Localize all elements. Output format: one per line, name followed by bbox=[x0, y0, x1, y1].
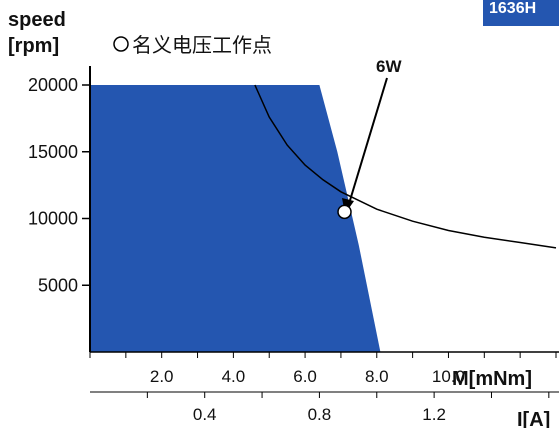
x-current-tick-group: 0.4 0.8 1.2 bbox=[146, 392, 550, 424]
x-axis-torque-label: M[mNm] bbox=[452, 368, 532, 390]
y-axis-title-line1: speed bbox=[8, 9, 66, 31]
x-torque-tick-label: 2.0 bbox=[150, 367, 174, 386]
power-curve-6w bbox=[254, 84, 557, 249]
x-torque-tick-group: 2.0 4.0 6.0 8.0 10.0 bbox=[89, 352, 557, 386]
y-tick-label: 5000 bbox=[38, 275, 78, 295]
model-badge bbox=[483, 0, 559, 26]
x-torque-tick-label: 8.0 bbox=[365, 367, 389, 386]
x-current-tick-label: 0.8 bbox=[308, 405, 332, 424]
x-axis-current-label: I[A] bbox=[517, 409, 550, 428]
x-torque-tick-label: 4.0 bbox=[222, 367, 246, 386]
curve-label-arrow bbox=[347, 77, 388, 208]
x-current-tick-label: 1.2 bbox=[422, 405, 446, 424]
operating-region bbox=[90, 85, 381, 352]
y-tick-label: 10000 bbox=[28, 209, 78, 229]
operating-point-marker bbox=[337, 204, 352, 220]
y-tick-label: 15000 bbox=[28, 142, 78, 162]
y-tick-group: 5000 10000 15000 20000 bbox=[28, 75, 90, 295]
y-tick-label: 20000 bbox=[28, 75, 78, 95]
x-torque-tick-label: 10.0 bbox=[432, 367, 465, 386]
curve-label: 6W bbox=[376, 57, 402, 76]
y-axis-title-line2: [rpm] bbox=[8, 35, 59, 57]
legend-circle-icon bbox=[113, 36, 129, 52]
model-badge-text: 1636H bbox=[489, 0, 536, 17]
x-current-tick-label: 0.4 bbox=[193, 405, 217, 424]
legend-text: 名义电压工作点 bbox=[132, 33, 272, 57]
x-torque-tick-label: 6.0 bbox=[293, 367, 317, 386]
